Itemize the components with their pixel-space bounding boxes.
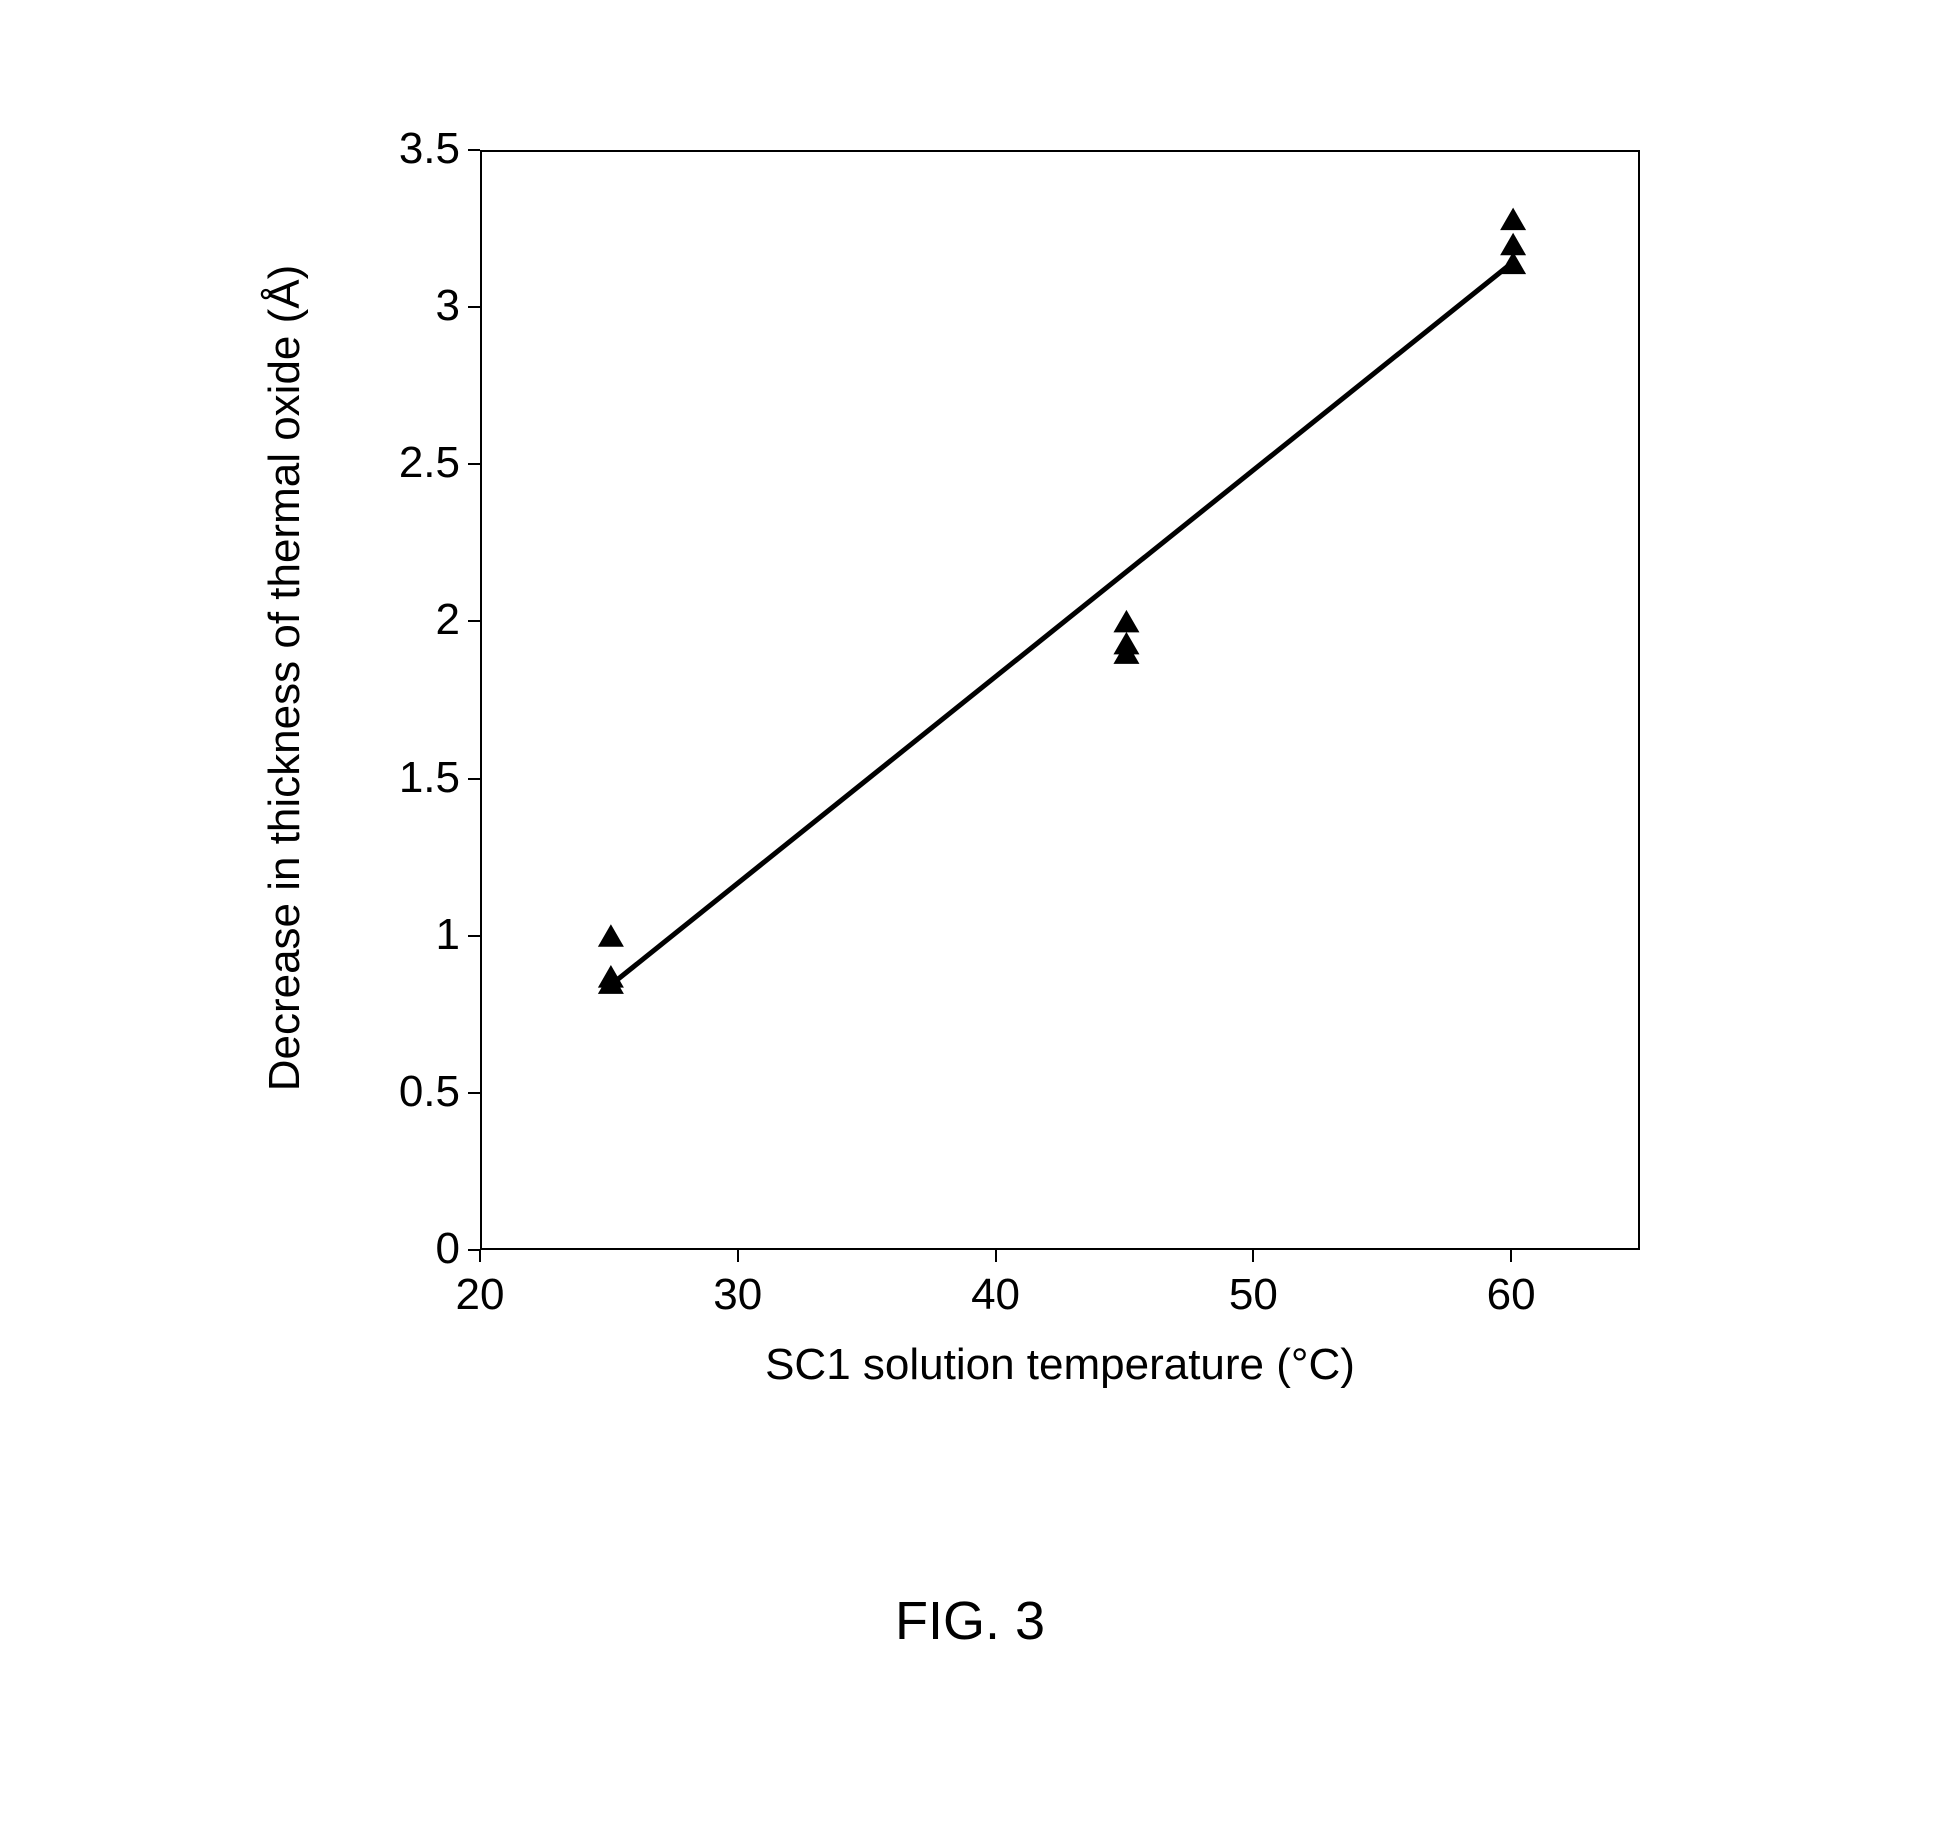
- x-tick-mark: [479, 1250, 481, 1262]
- y-tick-label: 2: [340, 595, 460, 645]
- y-tick-label: 3.5: [340, 124, 460, 174]
- y-tick-mark: [468, 935, 480, 937]
- x-tick-label: 60: [1461, 1270, 1561, 1320]
- data-point-marker: [1113, 610, 1139, 633]
- data-point-marker: [1113, 632, 1139, 655]
- y-tick-mark: [468, 620, 480, 622]
- figure-caption: FIG. 3: [820, 1590, 1120, 1652]
- x-tick-label: 20: [430, 1270, 530, 1320]
- y-tick-label: 1.5: [340, 753, 460, 803]
- plot-area: [480, 150, 1640, 1250]
- y-tick-label: 2.5: [340, 438, 460, 488]
- chart-container: 00.511.522.533.5 2030405060 Decrease in …: [200, 120, 1700, 1520]
- y-tick-label: 0.5: [340, 1067, 460, 1117]
- x-tick-mark: [1252, 1250, 1254, 1262]
- data-point-marker: [1500, 208, 1526, 231]
- x-tick-mark: [995, 1250, 997, 1262]
- x-axis-title: SC1 solution temperature (°C): [710, 1340, 1410, 1390]
- y-tick-mark: [468, 306, 480, 308]
- x-tick-label: 40: [946, 1270, 1046, 1320]
- y-tick-label: 1: [340, 910, 460, 960]
- x-tick-mark: [1510, 1250, 1512, 1262]
- y-tick-label: 0: [340, 1224, 460, 1274]
- y-tick-mark: [468, 1092, 480, 1094]
- y-tick-mark: [468, 463, 480, 465]
- data-point-marker: [1500, 233, 1526, 256]
- y-tick-mark: [468, 778, 480, 780]
- x-tick-mark: [737, 1250, 739, 1262]
- x-tick-label: 30: [688, 1270, 788, 1320]
- y-tick-label: 3: [340, 281, 460, 331]
- trend-line: [611, 262, 1513, 985]
- data-point-marker: [598, 924, 624, 947]
- x-tick-label: 50: [1203, 1270, 1303, 1320]
- plot-svg: [482, 152, 1642, 1252]
- y-tick-mark: [468, 149, 480, 151]
